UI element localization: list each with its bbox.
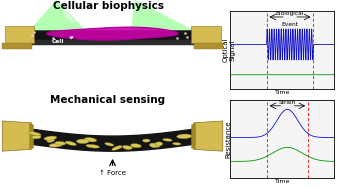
Text: Light: Light — [61, 8, 74, 24]
Y-axis label: Resistance: Resistance — [226, 120, 232, 158]
Text: Biological: Biological — [276, 11, 304, 16]
Ellipse shape — [76, 139, 89, 143]
Ellipse shape — [123, 146, 133, 149]
Polygon shape — [131, 0, 194, 30]
Ellipse shape — [122, 146, 132, 149]
Polygon shape — [191, 123, 196, 149]
Ellipse shape — [55, 141, 66, 145]
X-axis label: Time: Time — [275, 90, 290, 95]
Ellipse shape — [47, 138, 55, 142]
Polygon shape — [29, 30, 196, 40]
Text: Cell: Cell — [52, 37, 73, 44]
Ellipse shape — [28, 132, 41, 136]
Ellipse shape — [44, 136, 57, 140]
Y-axis label: Optical
Signal: Optical Signal — [222, 38, 235, 62]
Polygon shape — [47, 27, 178, 40]
Polygon shape — [23, 40, 203, 45]
Ellipse shape — [32, 135, 41, 139]
Ellipse shape — [131, 144, 141, 148]
Polygon shape — [4, 26, 34, 43]
Ellipse shape — [105, 143, 114, 146]
Polygon shape — [27, 129, 198, 151]
Polygon shape — [2, 121, 31, 151]
Polygon shape — [2, 43, 31, 49]
Text: Cellular biophysics: Cellular biophysics — [53, 1, 164, 11]
Ellipse shape — [65, 141, 76, 146]
Ellipse shape — [85, 137, 97, 142]
Ellipse shape — [112, 146, 122, 150]
Text: ↑ Force: ↑ Force — [99, 170, 126, 176]
Text: Strain: Strain — [279, 100, 296, 105]
Ellipse shape — [143, 139, 150, 142]
Polygon shape — [29, 0, 86, 30]
Ellipse shape — [49, 143, 63, 147]
Polygon shape — [29, 123, 34, 149]
Ellipse shape — [163, 139, 172, 141]
Text: Mechanical sensing: Mechanical sensing — [50, 95, 166, 105]
Polygon shape — [194, 121, 223, 151]
Ellipse shape — [149, 143, 157, 147]
Polygon shape — [194, 43, 223, 49]
Text: Event: Event — [282, 22, 298, 27]
Ellipse shape — [155, 142, 163, 146]
Polygon shape — [191, 26, 221, 43]
Ellipse shape — [173, 143, 181, 145]
X-axis label: Time: Time — [275, 179, 290, 184]
Ellipse shape — [86, 144, 100, 148]
Ellipse shape — [177, 134, 192, 139]
Ellipse shape — [150, 143, 160, 147]
